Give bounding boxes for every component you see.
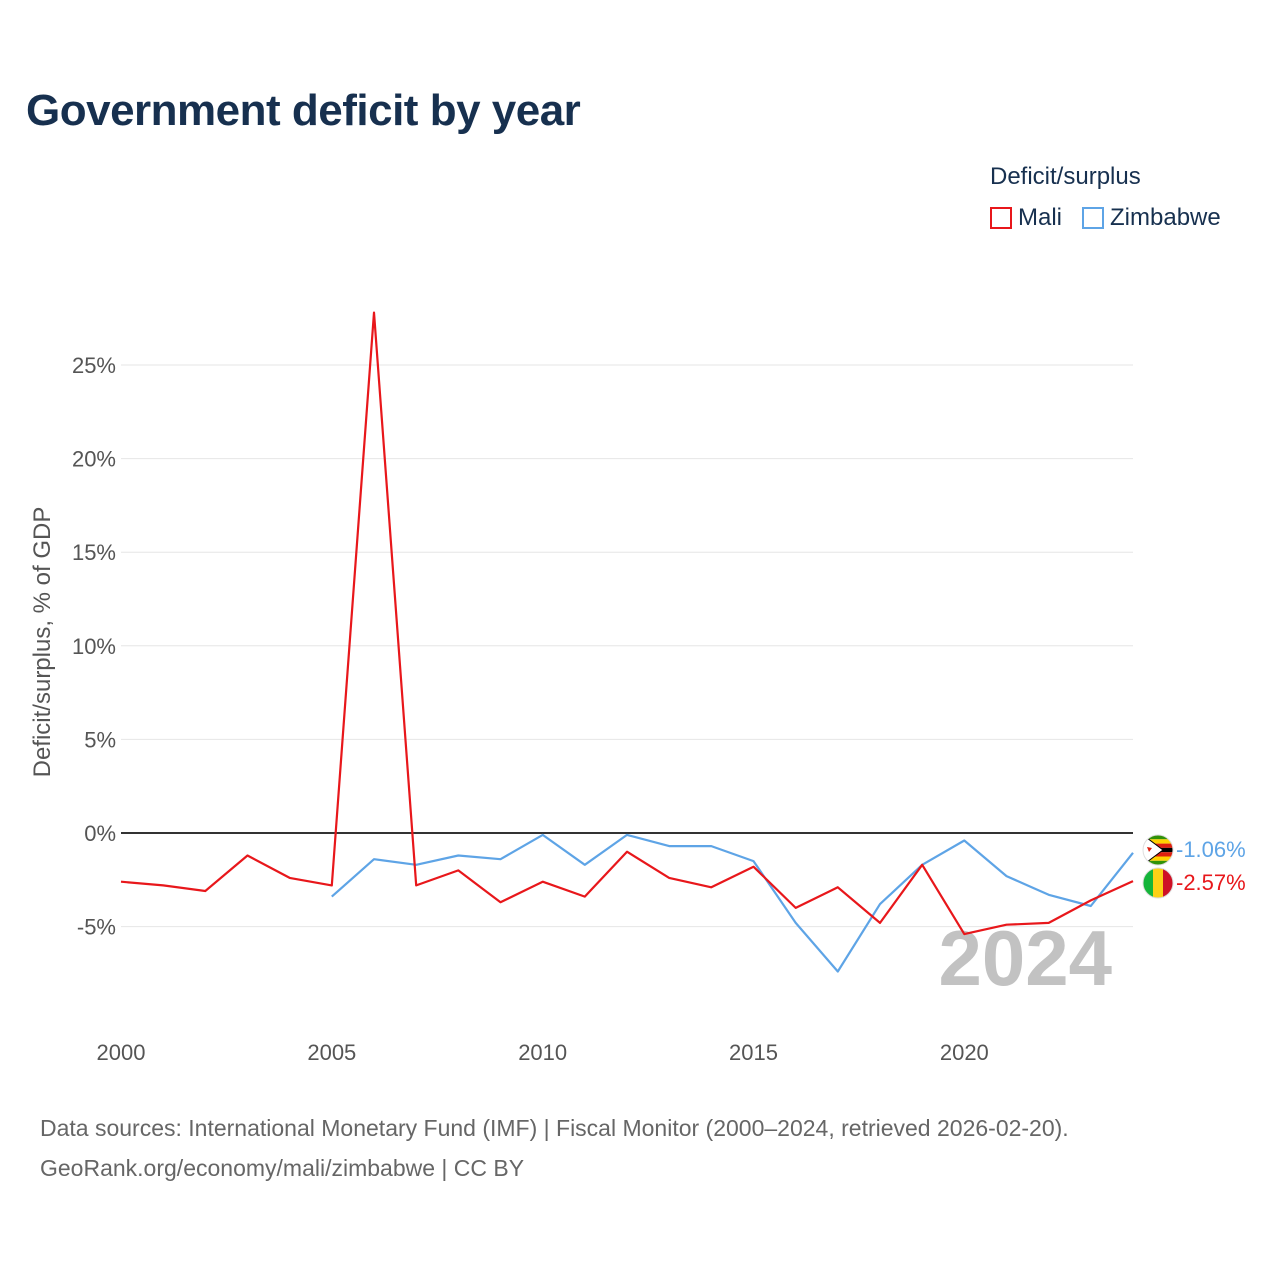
series-lines bbox=[120, 311, 1134, 973]
zimbabwe-flag-ring bbox=[1142, 834, 1174, 866]
x-tick-label: 2020 bbox=[940, 1040, 989, 1065]
x-tick-label: 2015 bbox=[729, 1040, 778, 1065]
mali-flag-icon bbox=[1143, 868, 1173, 898]
mali-end-label: -2.57% bbox=[1176, 870, 1246, 895]
source-line-2[interactable]: GeoRank.org/economy/mali/zimbabwe | CC B… bbox=[40, 1155, 525, 1181]
y-tick-label: -5% bbox=[77, 915, 116, 940]
x-axis-ticks: 2000 2005 2010 2015 2020 bbox=[97, 1040, 989, 1065]
x-tick-label: 2005 bbox=[307, 1040, 356, 1065]
legend: Mali Zimbabwe bbox=[990, 204, 1241, 232]
y-axis-ticks: -5% 0% 5% 10% 15% 20% 25% bbox=[72, 353, 116, 940]
legend-label-zimbabwe: Zimbabwe bbox=[1110, 204, 1221, 231]
y-tick-label: 20% bbox=[72, 447, 116, 472]
year-watermark: 2024 bbox=[938, 914, 1112, 1002]
y-tick-label: 15% bbox=[72, 540, 116, 565]
y-tick-label: 10% bbox=[72, 634, 116, 659]
grid-lines bbox=[121, 364, 1133, 928]
legend-swatch-mali bbox=[990, 207, 1012, 229]
x-tick-label: 2010 bbox=[518, 1040, 567, 1065]
chart-title: Government deficit by year bbox=[26, 86, 581, 135]
legend-swatch-zimbabwe bbox=[1082, 207, 1105, 229]
legend-title: Deficit/surplus bbox=[990, 163, 1141, 190]
series-line-zimbabwe[interactable] bbox=[331, 833, 1134, 973]
series-line-mali[interactable] bbox=[120, 311, 1134, 936]
zimbabwe-flag-icon bbox=[1143, 835, 1173, 865]
source-note: Data sources: International Monetary Fun… bbox=[40, 1108, 1069, 1188]
legend-label-mali: Mali bbox=[1018, 204, 1063, 231]
x-tick-label: 2000 bbox=[97, 1040, 146, 1065]
y-axis-label: Deficit/surplus, % of GDP bbox=[29, 507, 56, 778]
y-tick-label: 5% bbox=[84, 727, 116, 752]
y-tick-label: 25% bbox=[72, 353, 116, 378]
mali-flag-ring bbox=[1142, 867, 1174, 899]
legend-item-zimbabwe[interactable]: Zimbabwe bbox=[1082, 204, 1221, 232]
zimbabwe-end-label: -1.06% bbox=[1176, 837, 1246, 862]
y-tick-label: 0% bbox=[84, 821, 116, 846]
legend-item-mali[interactable]: Mali bbox=[990, 204, 1062, 232]
source-line-1: Data sources: International Monetary Fun… bbox=[40, 1115, 1069, 1141]
